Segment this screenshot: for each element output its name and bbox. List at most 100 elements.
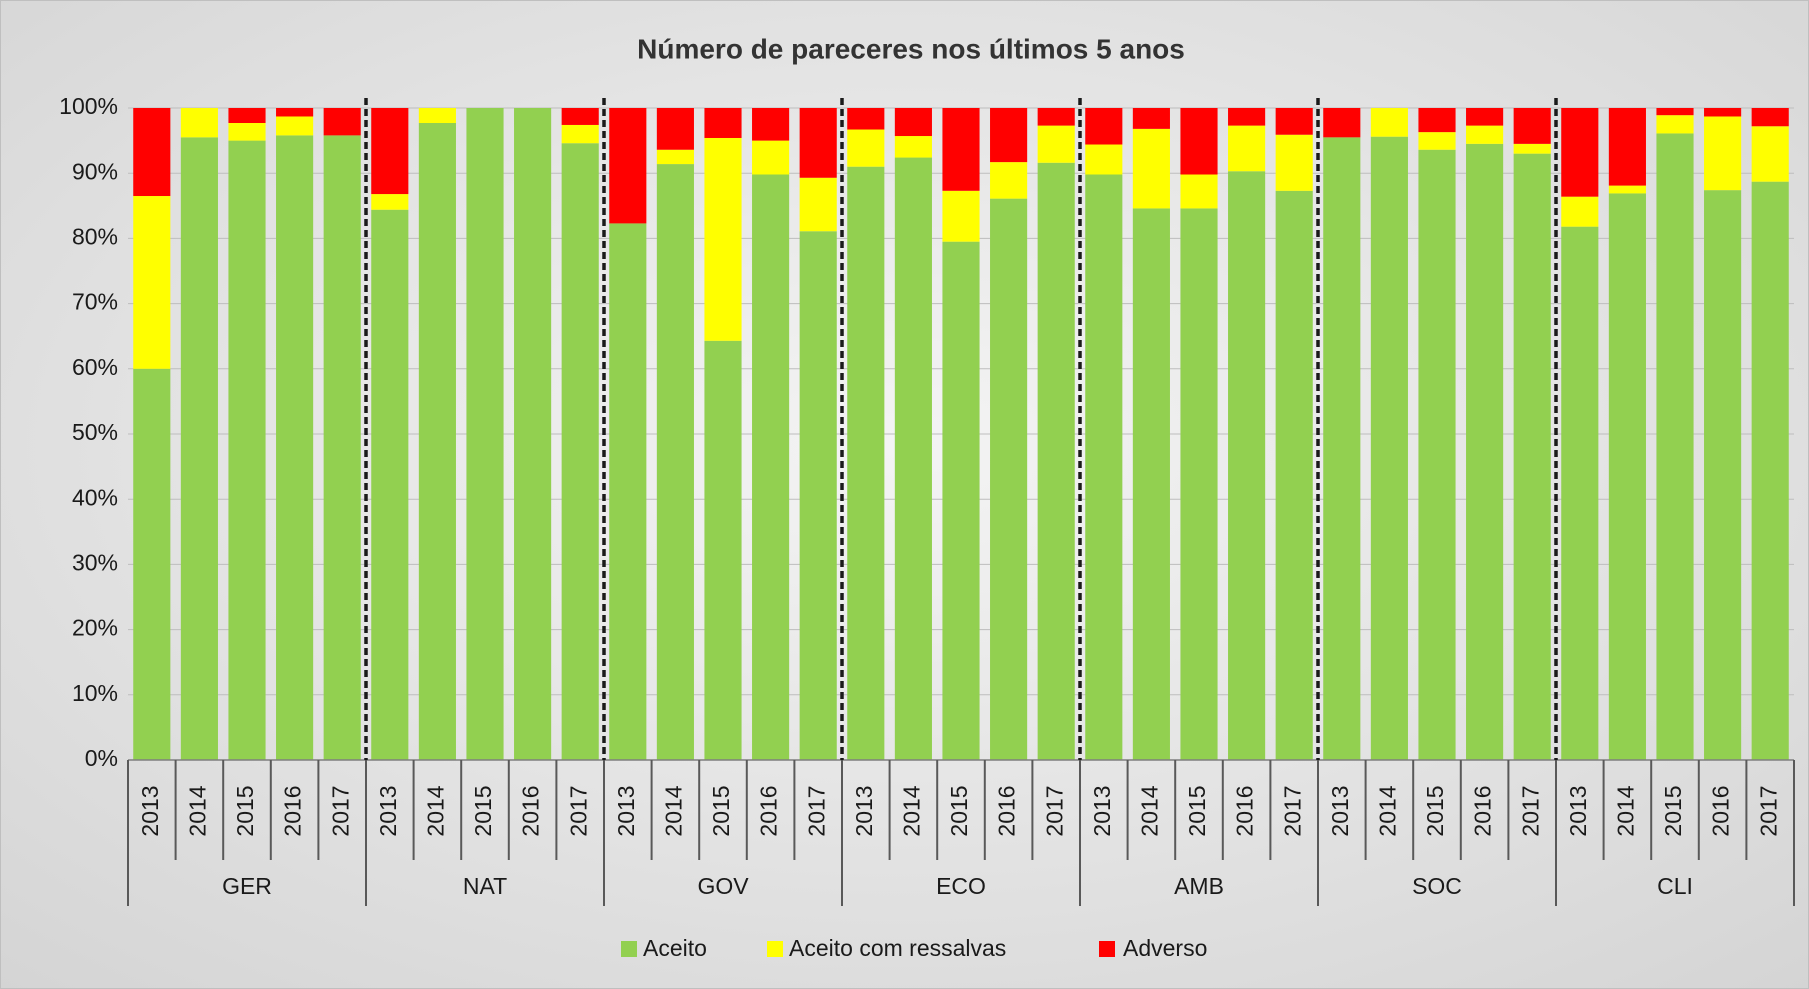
legend-swatch	[1099, 941, 1115, 957]
x-tick-label: 2014	[184, 785, 210, 836]
bar-segment	[514, 108, 552, 760]
bar-segment	[1323, 108, 1361, 138]
x-tick-label: 2015	[1660, 785, 1686, 836]
y-tick-label: 0%	[85, 745, 118, 771]
legend-swatch	[767, 941, 783, 957]
bar-segment	[1656, 133, 1694, 761]
bar-segment	[466, 108, 504, 760]
x-tick-label: 2015	[946, 785, 972, 836]
y-tick-label: 60%	[72, 354, 118, 380]
bar-segment	[228, 122, 266, 141]
x-tick-label: 2016	[518, 785, 544, 836]
legend-swatch	[621, 941, 637, 957]
x-tick-label: 2015	[470, 785, 496, 836]
bar-segment	[133, 196, 171, 369]
bar-segment	[1656, 108, 1694, 116]
group-label: GER	[222, 873, 272, 899]
x-tick-label: 2014	[1612, 785, 1638, 836]
bar-segment	[847, 166, 885, 760]
x-tick-label: 2017	[1279, 785, 1305, 836]
bar-segment	[1704, 108, 1742, 117]
bar-segment	[1751, 108, 1789, 127]
x-tick-label: 2014	[660, 785, 686, 836]
x-tick-label: 2013	[1565, 785, 1591, 836]
bar-segment	[561, 124, 599, 144]
bar-segment	[1466, 125, 1504, 144]
bar-segment	[180, 108, 218, 138]
x-tick-label: 2016	[280, 785, 306, 836]
bar-segment	[1370, 108, 1408, 137]
y-tick-label: 70%	[72, 289, 118, 315]
bar-segment	[847, 108, 885, 130]
bar-segment	[1085, 108, 1123, 145]
bar-segment	[1608, 193, 1646, 761]
bar-segment	[1132, 108, 1170, 129]
bar-segment	[799, 108, 837, 178]
x-tick-label: 2016	[1470, 785, 1496, 836]
bar-segment	[1180, 208, 1218, 760]
x-tick-label: 2013	[851, 785, 877, 836]
bar-segment	[990, 198, 1028, 761]
bar-segment	[228, 140, 266, 761]
x-tick-label: 2014	[1374, 785, 1400, 836]
bar-segment	[1418, 149, 1456, 760]
x-tick-label: 2015	[1184, 785, 1210, 836]
chart-title: Número de pareceres nos últimos 5 anos	[637, 33, 1185, 64]
bar-segment	[276, 108, 314, 117]
bar-segment	[276, 116, 314, 136]
x-tick-label: 2014	[898, 785, 924, 836]
bar-segment	[1513, 143, 1551, 154]
x-tick-label: 2013	[1327, 785, 1353, 836]
bar-segment	[1370, 136, 1408, 761]
bar-segment	[133, 108, 171, 197]
x-tick-label: 2013	[375, 785, 401, 836]
bar-segment	[1180, 108, 1218, 175]
bar-segment	[323, 135, 361, 760]
bar-segment	[1466, 143, 1504, 761]
bar-segment	[1323, 137, 1361, 761]
y-tick-label: 50%	[72, 419, 118, 445]
bar-segment	[561, 108, 599, 125]
bar-segment	[1513, 153, 1551, 760]
y-tick-label: 100%	[59, 93, 118, 119]
bar-segment	[799, 177, 837, 232]
x-tick-label: 2013	[137, 785, 163, 836]
bar-segment	[1228, 108, 1266, 126]
x-tick-label: 2016	[994, 785, 1020, 836]
bar-segment	[1513, 108, 1551, 144]
x-tick-label: 2017	[803, 785, 829, 836]
bar-segment	[990, 162, 1028, 199]
x-tick-label: 2014	[1136, 785, 1162, 836]
bar-segment	[609, 108, 647, 224]
y-tick-label: 80%	[72, 223, 118, 249]
bar-segment	[1608, 108, 1646, 186]
bar-segment	[656, 164, 694, 760]
bar-segment	[1275, 190, 1313, 760]
bar-segment	[1608, 185, 1646, 194]
bar-segment	[1418, 132, 1456, 150]
x-tick-label: 2013	[1089, 785, 1115, 836]
x-tick-label: 2017	[1755, 785, 1781, 836]
x-tick-label: 2015	[708, 785, 734, 836]
legend-label: Aceito	[643, 935, 707, 961]
group-label: ECO	[936, 873, 986, 899]
bar-segment	[1132, 208, 1170, 760]
bar-segment	[847, 129, 885, 167]
bar-segment	[1132, 128, 1170, 209]
bar-segment	[133, 368, 171, 760]
x-tick-label: 2017	[1517, 785, 1543, 836]
x-tick-label: 2013	[613, 785, 639, 836]
bar-segment	[704, 340, 742, 760]
bar-segment	[1561, 108, 1599, 197]
y-tick-label: 40%	[72, 484, 118, 510]
bar-segment	[1085, 174, 1123, 760]
bar-segment	[1275, 134, 1313, 191]
bar-segment	[752, 140, 790, 175]
bar-segment	[752, 174, 790, 760]
bar-segment	[180, 137, 218, 761]
bar-segment	[1037, 108, 1075, 126]
bar-segment	[1561, 196, 1599, 227]
y-tick-label: 30%	[72, 549, 118, 575]
x-tick-label: 2015	[1422, 785, 1448, 836]
